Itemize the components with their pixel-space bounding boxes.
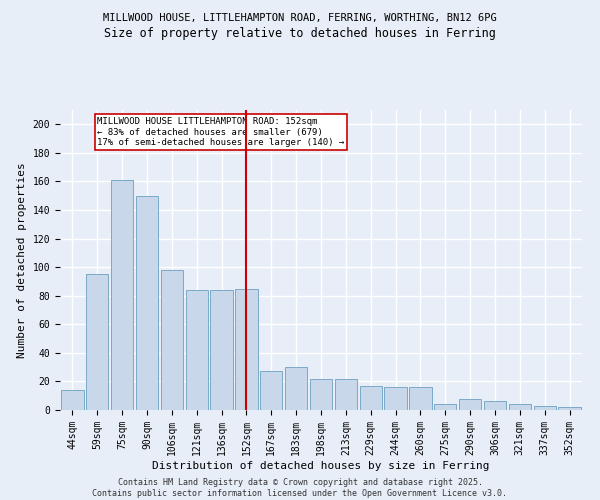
Bar: [86, 274, 109, 410]
Bar: [385, 387, 407, 410]
Text: MILLWOOD HOUSE LITTLEHAMPTON ROAD: 152sqm
← 83% of detached houses are smaller (: MILLWOOD HOUSE LITTLEHAMPTON ROAD: 152sq…: [97, 117, 344, 147]
Bar: [335, 378, 357, 410]
Bar: [409, 387, 431, 410]
Bar: [185, 290, 208, 410]
Y-axis label: Number of detached properties: Number of detached properties: [17, 162, 27, 358]
Bar: [434, 404, 457, 410]
Bar: [61, 390, 83, 410]
Bar: [459, 398, 481, 410]
Bar: [533, 406, 556, 410]
Text: Size of property relative to detached houses in Ferring: Size of property relative to detached ho…: [104, 28, 496, 40]
Bar: [111, 180, 133, 410]
Bar: [359, 386, 382, 410]
Bar: [509, 404, 531, 410]
Bar: [235, 288, 257, 410]
Bar: [211, 290, 233, 410]
Bar: [285, 367, 307, 410]
X-axis label: Distribution of detached houses by size in Ferring: Distribution of detached houses by size …: [152, 460, 490, 470]
Bar: [310, 378, 332, 410]
Bar: [136, 196, 158, 410]
Bar: [484, 402, 506, 410]
Bar: [559, 407, 581, 410]
Text: Contains HM Land Registry data © Crown copyright and database right 2025.
Contai: Contains HM Land Registry data © Crown c…: [92, 478, 508, 498]
Bar: [260, 372, 283, 410]
Text: MILLWOOD HOUSE, LITTLEHAMPTON ROAD, FERRING, WORTHING, BN12 6PG: MILLWOOD HOUSE, LITTLEHAMPTON ROAD, FERR…: [103, 12, 497, 22]
Bar: [161, 270, 183, 410]
